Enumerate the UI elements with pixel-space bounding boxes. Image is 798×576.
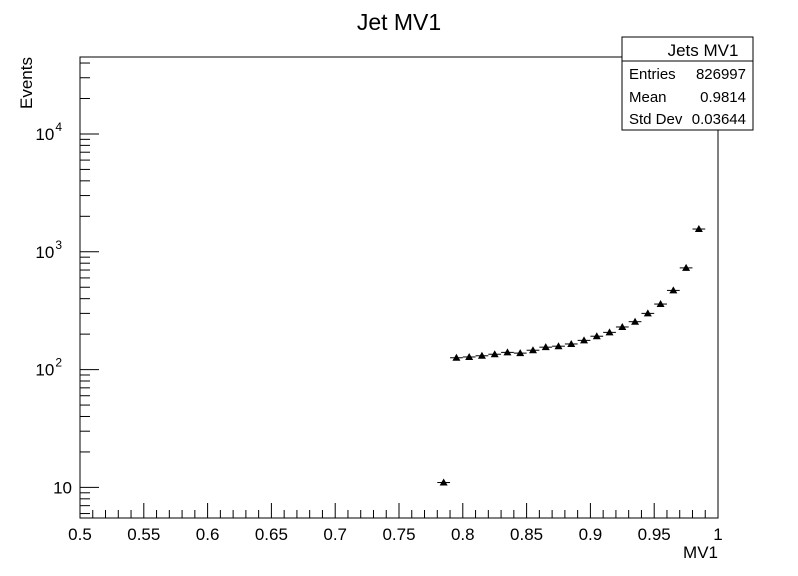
triangle-marker <box>631 317 640 325</box>
triangle-marker <box>682 263 691 271</box>
data-point <box>526 346 540 354</box>
y-tick-base: 10 <box>35 125 54 144</box>
triangle-marker <box>554 342 563 350</box>
data-point <box>475 351 489 359</box>
x-axis-label: MV1 <box>683 543 718 562</box>
stats-box-frame <box>621 36 754 131</box>
data-point <box>679 263 693 271</box>
y-axis-label: Events <box>17 57 36 109</box>
triangle-marker <box>605 328 614 336</box>
y-tick-label: 103 <box>35 238 62 262</box>
data-point <box>488 350 502 358</box>
data-point <box>692 225 706 233</box>
data-point <box>539 343 553 351</box>
data-point <box>654 300 667 308</box>
triangle-marker <box>528 346 537 354</box>
data-point <box>577 336 591 344</box>
triangle-marker <box>567 339 576 347</box>
data-point <box>437 478 451 486</box>
data-point <box>513 349 527 357</box>
triangle-marker <box>490 350 499 358</box>
y-tick-base: 10 <box>35 243 54 262</box>
data-point <box>501 348 514 356</box>
x-tick-label: 0.5 <box>68 525 92 544</box>
x-tick-label: 0.55 <box>127 525 160 544</box>
triangle-marker <box>618 322 627 330</box>
triangle-marker <box>452 353 461 361</box>
triangle-marker <box>580 336 589 344</box>
triangle-marker <box>643 309 652 317</box>
stats-mean-label: Mean <box>629 89 667 106</box>
stats-stddev-value: 0.03644 <box>692 111 746 128</box>
triangle-marker <box>592 332 601 340</box>
x-tick-label: 0.75 <box>382 525 415 544</box>
stats-entries-value: 826997 <box>696 66 746 83</box>
data-point <box>450 353 463 361</box>
triangle-marker <box>541 343 550 351</box>
triangle-marker <box>477 351 486 359</box>
x-axis: 0.5 0.55 0.6 0.65 0.7 0.75 0.8 0.85 0.9 0.95 1 <box>68 503 723 544</box>
x-tick-label: 0.95 <box>638 525 671 544</box>
data-points <box>437 225 706 486</box>
data-point <box>590 332 604 340</box>
data-point <box>603 328 616 336</box>
x-tick-label: 0.9 <box>579 525 603 544</box>
data-point <box>615 322 629 330</box>
x-tick-label: 0.7 <box>323 525 347 544</box>
stats-box-title: Jets MV1 <box>668 41 739 60</box>
stats-mean-value: 0.9814 <box>700 89 746 106</box>
x-tick-label: 1 <box>713 525 722 544</box>
triangle-marker <box>465 352 474 360</box>
y-tick-exponent: 3 <box>55 238 62 252</box>
triangle-marker <box>439 478 448 486</box>
y-tick-exponent: 2 <box>55 356 62 370</box>
y-tick-base: 10 <box>35 361 54 380</box>
y-tick-label: 102 <box>35 356 62 380</box>
data-point <box>564 339 578 347</box>
triangle-marker <box>503 348 512 356</box>
x-tick-label: 0.85 <box>510 525 543 544</box>
stats-box: Jets MV1 Entries 826997 Mean 0.9814 Std … <box>621 36 754 131</box>
x-tick-label: 0.8 <box>451 525 475 544</box>
y-tick-exponent: 4 <box>55 120 62 134</box>
data-point <box>666 286 680 294</box>
data-point <box>552 342 565 350</box>
stats-entries-label: Entries <box>629 66 676 83</box>
triangle-marker <box>656 300 665 308</box>
y-tick-label: 104 <box>35 120 62 144</box>
y-tick-base: 10 <box>53 478 72 497</box>
data-point <box>628 317 642 325</box>
y-tick-label: 10 <box>53 478 72 497</box>
data-point <box>641 309 655 317</box>
triangle-marker <box>694 225 703 233</box>
stats-stddev-label: Std Dev <box>629 111 683 128</box>
x-tick-label: 0.65 <box>255 525 288 544</box>
chart-title: Jet MV1 <box>357 9 441 35</box>
triangle-marker <box>669 286 678 294</box>
triangle-marker <box>516 349 525 357</box>
x-tick-label: 0.6 <box>196 525 220 544</box>
data-point <box>462 352 476 360</box>
